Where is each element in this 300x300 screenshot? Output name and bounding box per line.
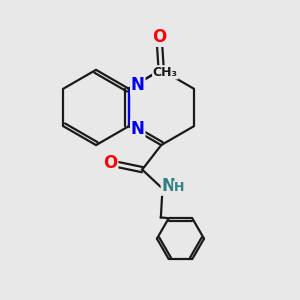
- Text: N: N: [161, 177, 175, 195]
- Text: H: H: [174, 182, 184, 194]
- Text: N: N: [131, 120, 145, 138]
- Text: O: O: [152, 28, 167, 46]
- Text: N: N: [131, 76, 145, 94]
- Text: O: O: [103, 154, 118, 172]
- Text: CH₃: CH₃: [153, 66, 178, 79]
